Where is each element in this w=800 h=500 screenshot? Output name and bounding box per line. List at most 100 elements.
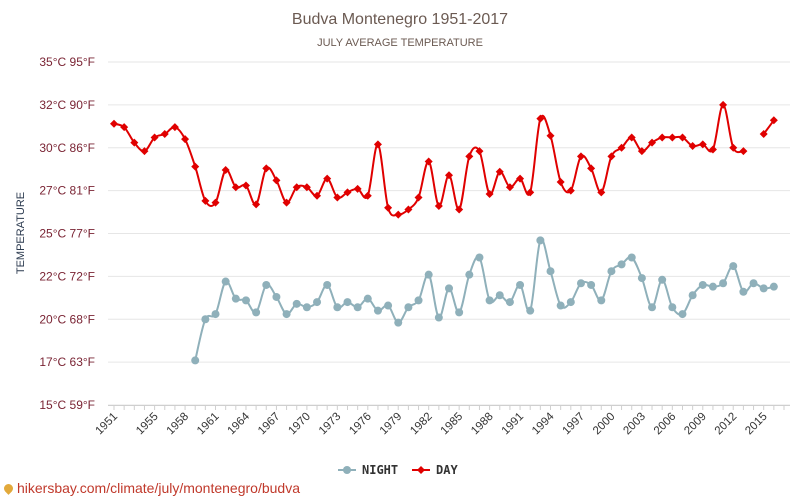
day-point[interactable] <box>678 133 687 142</box>
day-point[interactable] <box>729 143 738 152</box>
day-point[interactable] <box>719 100 728 109</box>
legend-item-day[interactable]: DAY <box>412 463 458 477</box>
night-point[interactable] <box>394 318 403 327</box>
night-point[interactable] <box>729 262 738 271</box>
day-point[interactable] <box>414 193 423 202</box>
night-point[interactable] <box>495 291 504 300</box>
day-point[interactable] <box>475 147 484 156</box>
night-point[interactable] <box>708 282 717 291</box>
day-point[interactable] <box>353 184 362 193</box>
night-point[interactable] <box>434 313 443 322</box>
day-point[interactable] <box>170 123 179 132</box>
day-point[interactable] <box>505 183 514 192</box>
night-point[interactable] <box>404 303 413 312</box>
night-point[interactable] <box>739 287 748 296</box>
night-point[interactable] <box>231 294 240 303</box>
night-point[interactable] <box>516 280 525 289</box>
day-point[interactable] <box>333 193 342 202</box>
night-point[interactable] <box>607 267 616 276</box>
day-point[interactable] <box>160 130 169 139</box>
day-point[interactable] <box>150 133 159 142</box>
night-point[interactable] <box>262 280 271 289</box>
night-point[interactable] <box>648 303 657 312</box>
night-point[interactable] <box>292 299 301 308</box>
day-point[interactable] <box>536 114 545 123</box>
day-point[interactable] <box>688 142 697 151</box>
night-point[interactable] <box>363 294 372 303</box>
night-point[interactable] <box>719 279 728 288</box>
night-point[interactable] <box>526 306 535 315</box>
night-point[interactable] <box>475 253 484 262</box>
night-point[interactable] <box>627 253 636 262</box>
legend-item-night[interactable]: NIGHT <box>338 463 398 477</box>
night-point[interactable] <box>302 303 311 312</box>
day-point[interactable] <box>485 190 494 199</box>
night-point[interactable] <box>353 303 362 312</box>
night-point[interactable] <box>678 310 687 319</box>
night-point[interactable] <box>576 279 585 288</box>
night-point[interactable] <box>668 303 677 312</box>
day-point[interactable] <box>302 183 311 192</box>
night-point[interactable] <box>252 308 261 317</box>
day-point[interactable] <box>587 164 596 173</box>
night-point[interactable] <box>323 280 332 289</box>
night-point[interactable] <box>546 267 555 276</box>
night-point[interactable] <box>617 260 626 269</box>
day-point[interactable] <box>566 186 575 195</box>
day-point[interactable] <box>363 191 372 200</box>
day-point[interactable] <box>272 176 281 185</box>
night-point[interactable] <box>221 277 230 286</box>
night-point[interactable] <box>282 310 291 319</box>
night-point[interactable] <box>688 291 697 300</box>
day-point[interactable] <box>495 167 504 176</box>
night-point[interactable] <box>556 301 565 310</box>
night-point[interactable] <box>191 356 200 365</box>
night-point[interactable] <box>769 282 778 291</box>
night-point[interactable] <box>597 296 606 305</box>
day-point[interactable] <box>607 152 616 161</box>
night-point[interactable] <box>455 308 464 317</box>
day-point[interactable] <box>252 200 261 209</box>
day-point[interactable] <box>465 152 474 161</box>
day-point[interactable] <box>739 147 748 156</box>
day-point[interactable] <box>313 191 322 200</box>
day-point[interactable] <box>698 140 707 149</box>
day-point[interactable] <box>526 188 535 197</box>
night-point[interactable] <box>587 280 596 289</box>
night-point[interactable] <box>373 306 382 315</box>
night-point[interactable] <box>465 270 474 279</box>
day-point[interactable] <box>201 196 210 205</box>
night-point[interactable] <box>424 270 433 279</box>
night-point[interactable] <box>272 292 281 301</box>
day-point[interactable] <box>373 140 382 149</box>
day-point[interactable] <box>658 133 667 142</box>
night-point[interactable] <box>414 296 423 305</box>
day-point[interactable] <box>120 123 129 132</box>
night-point[interactable] <box>201 315 210 324</box>
day-point[interactable] <box>282 198 291 207</box>
day-point[interactable] <box>404 205 413 214</box>
day-point[interactable] <box>516 174 525 183</box>
night-point[interactable] <box>658 275 667 284</box>
day-point[interactable] <box>181 135 190 144</box>
night-point[interactable] <box>313 298 322 307</box>
day-point[interactable] <box>110 119 118 128</box>
night-point[interactable] <box>211 310 220 319</box>
day-point[interactable] <box>637 147 646 156</box>
day-point[interactable] <box>576 152 585 161</box>
night-point[interactable] <box>241 296 250 305</box>
night-point[interactable] <box>333 303 342 312</box>
day-point[interactable] <box>191 162 200 171</box>
night-point[interactable] <box>485 296 494 305</box>
night-point[interactable] <box>343 298 352 307</box>
night-point[interactable] <box>536 236 545 245</box>
day-point[interactable] <box>292 183 301 192</box>
day-point[interactable] <box>668 133 677 142</box>
day-point[interactable] <box>759 130 768 139</box>
day-point[interactable] <box>140 147 149 156</box>
day-point[interactable] <box>231 183 240 192</box>
night-point[interactable] <box>445 284 453 293</box>
night-point[interactable] <box>749 279 758 288</box>
day-point[interactable] <box>130 138 139 147</box>
source-link[interactable]: hikersbay.com/climate/july/montenegro/bu… <box>17 480 300 496</box>
